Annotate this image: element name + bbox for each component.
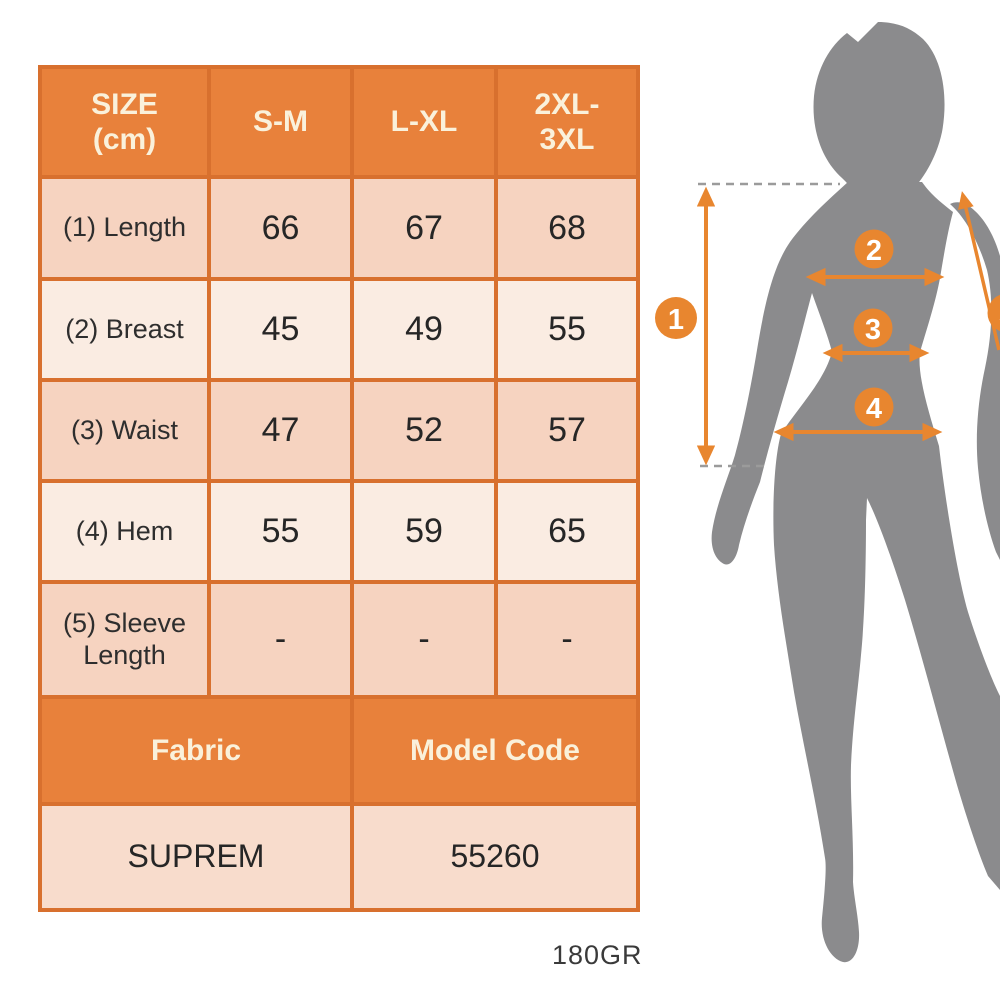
header-size-cell: SIZE (cm) <box>42 69 207 175</box>
silhouette-head <box>813 22 945 193</box>
marker-circle-4 <box>854 387 894 427</box>
row-value: 65 <box>498 483 636 580</box>
row-value: 45 <box>211 281 350 378</box>
row-value: 59 <box>354 483 494 580</box>
header-col-2xl3xl: 2XL-3XL <box>498 69 636 175</box>
row-value: 55 <box>498 281 636 378</box>
size-table: SIZE (cm) S-M L-XL 2XL-3XL (1) Length 66… <box>38 65 640 912</box>
marker-circle-1 <box>655 297 697 339</box>
marker-label-2: 2 <box>866 235 882 267</box>
row-label-breast: (2) Breast <box>42 281 207 378</box>
header-size-unit: (cm) <box>92 123 157 156</box>
row-label-hem: (4) Hem <box>42 483 207 580</box>
row-value: - <box>211 584 350 695</box>
header-col-lxl: L-XL <box>354 69 494 175</box>
marker-circle-3 <box>853 308 893 348</box>
footer-fabric-header: Fabric <box>42 699 350 802</box>
female-silhouette-figure <box>711 22 1000 963</box>
row-value: 68 <box>498 179 636 277</box>
header-col-sm: S-M <box>211 69 350 175</box>
weight-note: 180GR <box>552 940 643 970</box>
row-label-waist: (3) Waist <box>42 382 207 479</box>
marker-label-1: 1 <box>668 304 684 336</box>
marker-circle-5 <box>987 294 1000 332</box>
silhouette-right-arm <box>950 202 1000 560</box>
row-label-length: (1) Length <box>42 179 207 277</box>
row-value: - <box>498 584 636 695</box>
marker-label-3: 3 <box>865 314 881 346</box>
row-label-sleeve-length: (5) Sleeve Length <box>42 584 207 695</box>
marker-label-4: 4 <box>866 393 882 425</box>
marker-circle-2 <box>854 229 894 269</box>
silhouette-body <box>711 182 1000 963</box>
row-value: 47 <box>211 382 350 479</box>
footer-model-code-header: Model Code <box>354 699 636 802</box>
row-value: 66 <box>211 179 350 277</box>
marker-badges: 1 2 3 4 5 <box>655 229 1000 427</box>
row-value: 57 <box>498 382 636 479</box>
row-value: 55 <box>211 483 350 580</box>
footer-model-code-value: 55260 <box>354 806 636 908</box>
row-value: 67 <box>354 179 494 277</box>
row-value: - <box>354 584 494 695</box>
row-value: 52 <box>354 382 494 479</box>
marker-label-5: 5 <box>999 299 1000 331</box>
footer-fabric-value: SUPREM <box>42 806 350 908</box>
header-size-label: SIZE <box>91 87 158 121</box>
row-value: 49 <box>354 281 494 378</box>
